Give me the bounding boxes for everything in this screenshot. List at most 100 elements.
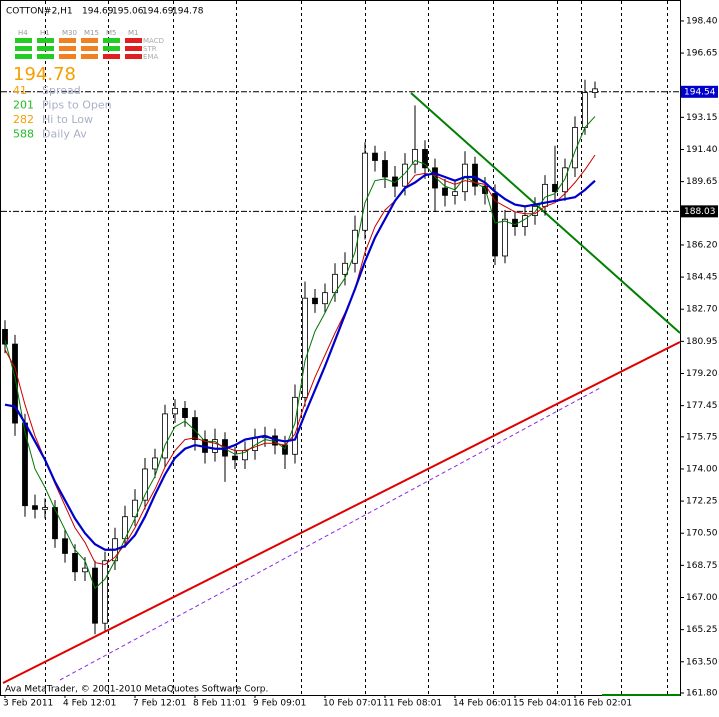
stat-value: 282 (13, 113, 34, 126)
signal-block (81, 46, 98, 51)
signal-block (59, 54, 76, 59)
moving-average (4, 154, 596, 565)
stat-value: 41 (13, 84, 27, 97)
x-tick-label: 14 Feb 06:01 (453, 699, 512, 709)
signal-block (103, 54, 120, 59)
x-tick-label: 9 Feb 09:01 (253, 699, 306, 709)
y-tick-label: 163.50 (686, 657, 718, 667)
candle-body (472, 163, 478, 187)
candle-body (82, 567, 88, 573)
candle-body (512, 218, 518, 227)
stat-label: Daily Av (42, 128, 87, 141)
candle-body (342, 262, 348, 275)
candle-body (482, 185, 488, 194)
candle-body (592, 88, 598, 93)
stat-label: Hi to Low (42, 113, 93, 126)
stat-value: 588 (13, 128, 34, 141)
candle-body (72, 553, 78, 573)
x-tick-label: 4 Feb 12:01 (63, 699, 116, 709)
y-tick-label: 165.25 (686, 625, 718, 635)
candle-body (312, 297, 318, 305)
y-tick-label: 193.15 (686, 113, 718, 123)
x-tick-label: 16 Feb 02:01 (573, 699, 632, 709)
candle-body (132, 499, 138, 518)
candle-body (532, 205, 538, 216)
info-panel: COTTON#2,H1 194.69 195.06 194.69 194.78 … (5, 7, 268, 695)
time-grid (45, 1, 668, 695)
signal-block (59, 38, 76, 43)
candle-body (452, 191, 458, 196)
y-tick-label: 161.80 (686, 688, 718, 698)
x-tick-label: 10 Feb 07:01 (323, 699, 382, 709)
signal-block (37, 38, 54, 43)
candle-body (562, 167, 568, 193)
bid-price: 194.78 (13, 64, 76, 85)
candle-body (522, 215, 528, 227)
moving-average (4, 172, 596, 551)
candle-body (352, 229, 358, 264)
channel-line (59, 387, 601, 681)
y-tick-label: 172.25 (686, 497, 718, 507)
candle-body (12, 343, 18, 424)
ohlc-close: 194.78 (172, 7, 204, 17)
signal-block (103, 38, 120, 43)
timeframe-label: H1 (40, 29, 50, 37)
candle-body (162, 413, 168, 459)
y-tick-label: 177.45 (686, 401, 718, 411)
level-box (681, 205, 718, 218)
candle-body (502, 218, 508, 257)
copyright: Ava MetaTrader, © 2001-2010 MetaQuotes S… (5, 685, 268, 695)
stat-value: 201 (13, 99, 34, 112)
stat-label: Pips to Open (42, 99, 112, 112)
x-tick-label: 8 Feb 11:01 (193, 699, 246, 709)
candle-body (182, 407, 188, 418)
y-tick-label: 184.45 (686, 273, 718, 283)
y-tick-label: 179.20 (686, 369, 718, 379)
candle-body (92, 567, 98, 624)
candle-body (492, 193, 498, 257)
x-tick-label: 7 Feb 12:01 (133, 699, 186, 709)
candle-body (62, 538, 68, 554)
y-tick-label: 189.65 (686, 177, 718, 187)
support-trendline (2, 341, 681, 684)
price-label: 194.54 (684, 87, 716, 97)
y-tick-label: 175.75 (686, 432, 718, 442)
timeframe-label: M15 (84, 29, 99, 37)
signal-block (15, 46, 32, 51)
candle-body (2, 329, 8, 345)
candle-body (172, 407, 178, 415)
signal-block (125, 38, 142, 43)
ohlc-open: 194.69 (82, 7, 114, 17)
y-tick-label: 182.70 (686, 305, 718, 315)
plot-frame (0, 0, 681, 696)
indicator-label: EMA (143, 53, 158, 61)
timeframe-label: M5 (106, 29, 117, 37)
candle-body (22, 422, 28, 507)
signal-block (59, 46, 76, 51)
candle-body (322, 292, 328, 305)
timeframe-label: M30 (62, 29, 77, 37)
level-label: 188.03 (684, 207, 716, 217)
candle-body (382, 160, 388, 178)
signal-block (125, 54, 142, 59)
signal-block (125, 46, 142, 51)
y-tick-label: 170.50 (686, 529, 718, 539)
x-tick-label: 15 Feb 04:01 (513, 699, 572, 709)
timeframe-label: H4 (18, 29, 28, 37)
y-tick-label: 174.00 (686, 464, 718, 474)
y-tick-label: 167.00 (686, 593, 718, 603)
y-tick-label: 180.95 (686, 337, 718, 347)
candle-body (362, 152, 368, 231)
ohlc-high: 195.06 (112, 7, 144, 17)
timeframe-label: M1 (128, 29, 139, 37)
candle-body (582, 92, 588, 128)
candle-body (152, 457, 158, 470)
y-tick-label: 168.75 (686, 561, 718, 571)
stat-label: Spread (42, 84, 81, 97)
candle-body (102, 560, 108, 624)
candle-body (42, 507, 48, 510)
signal-block (15, 54, 32, 59)
candle-body (52, 507, 58, 540)
signal-block (37, 54, 54, 59)
